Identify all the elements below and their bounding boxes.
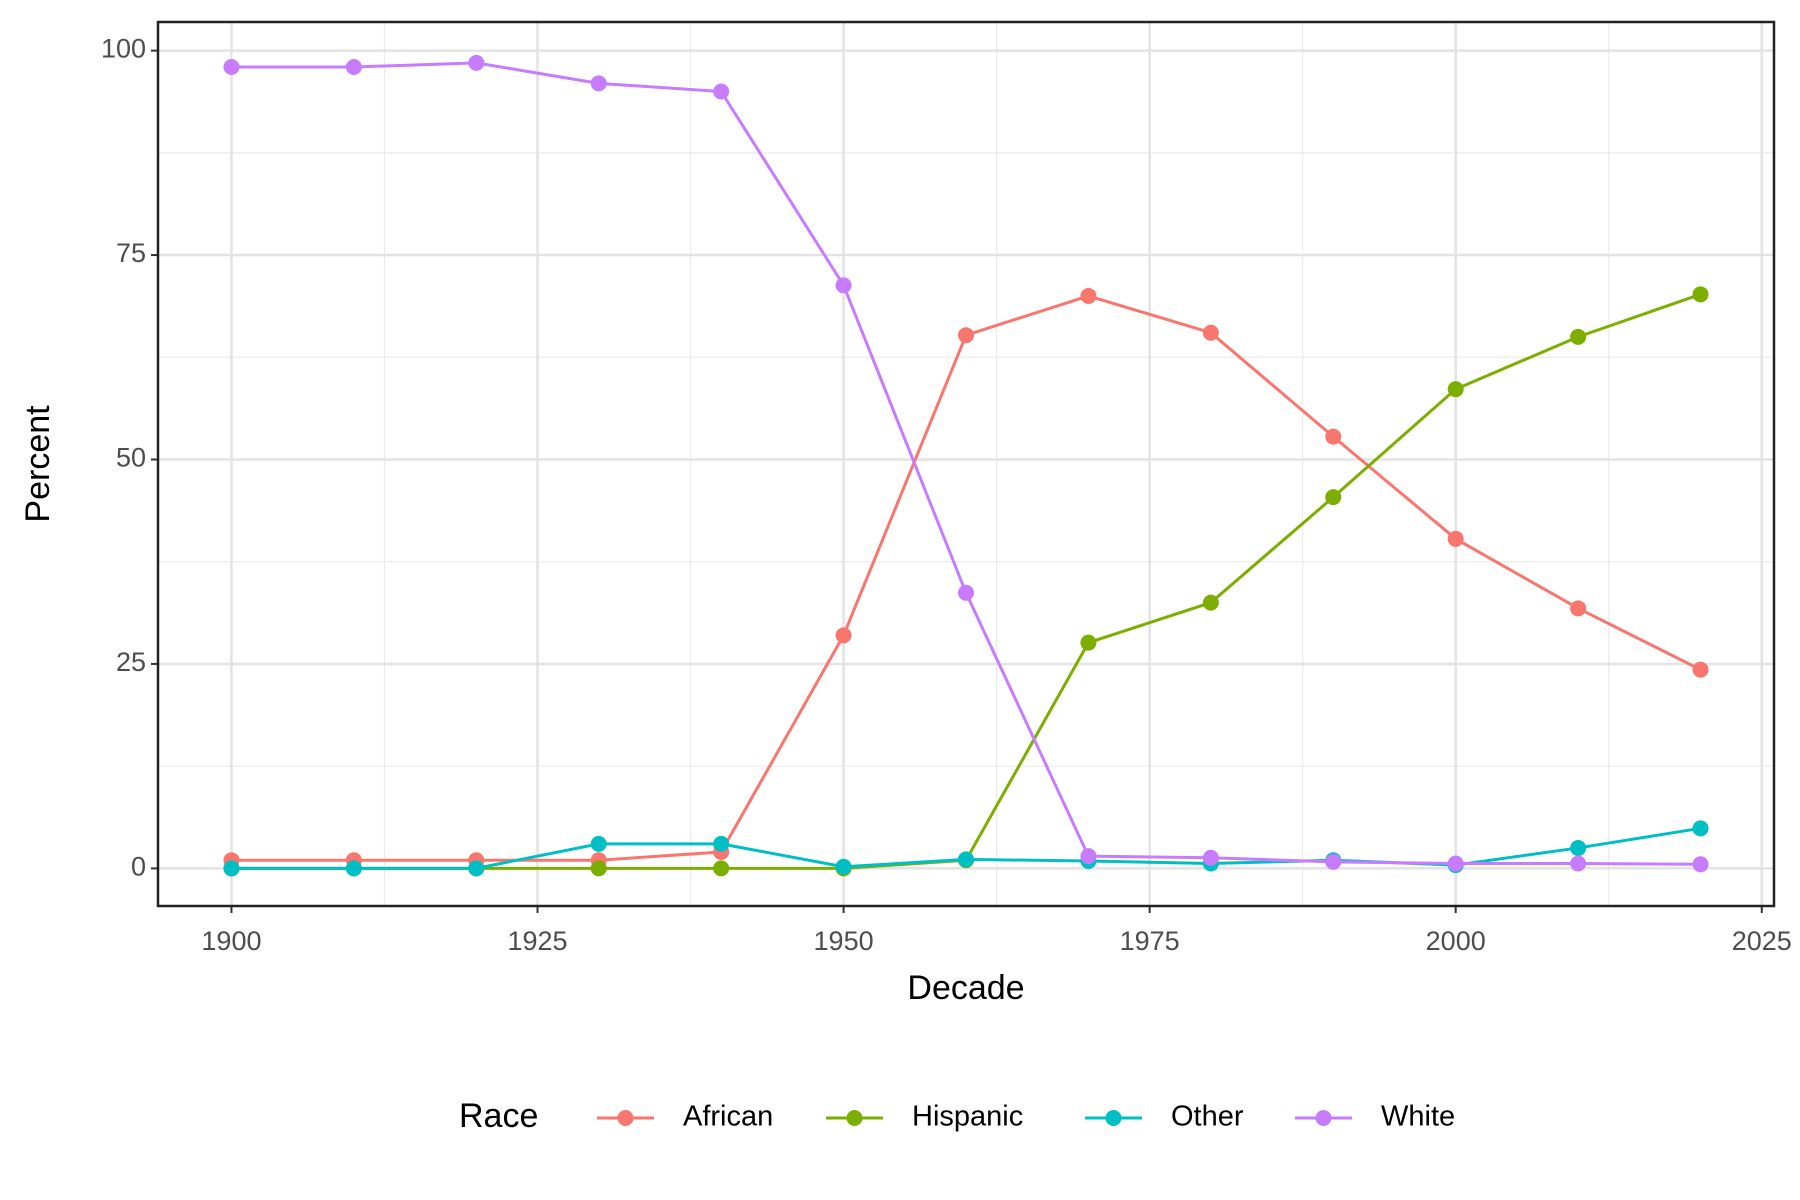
- data-point: [590, 835, 607, 852]
- data-point: [835, 627, 852, 644]
- data-point: [223, 58, 240, 75]
- data-point: [1570, 855, 1587, 872]
- data-point: [958, 851, 974, 868]
- data-point: [1447, 855, 1464, 872]
- data-point: [1325, 853, 1342, 870]
- legend-key-point: [1105, 1110, 1122, 1126]
- legend-label: African: [683, 1101, 773, 1133]
- data-point: [958, 584, 974, 601]
- legend-label: Hispanic: [912, 1101, 1023, 1133]
- data-point: [1447, 530, 1464, 547]
- data-point: [1692, 661, 1709, 678]
- data-point: [713, 860, 730, 877]
- plot-border: [156, 20, 1776, 908]
- data-point: [1570, 328, 1587, 345]
- x-tick-label: 1900: [201, 926, 261, 956]
- data-point: [1325, 428, 1342, 445]
- data-point: [1202, 324, 1219, 341]
- legend-title: Race: [459, 1097, 538, 1135]
- y-tick-label: 0: [131, 852, 146, 882]
- y-axis-title: Percent: [19, 405, 57, 523]
- x-tick-label: 2000: [1426, 926, 1486, 956]
- x-tick-label: 1925: [507, 926, 567, 956]
- data-point: [713, 835, 730, 852]
- x-tick-label: 1950: [814, 926, 874, 956]
- data-point: [1692, 856, 1709, 873]
- data-point: [1570, 600, 1587, 617]
- data-point: [1325, 489, 1342, 506]
- data-point: [1692, 286, 1709, 303]
- data-point: [1080, 848, 1097, 865]
- data-point: [223, 860, 240, 877]
- data-point: [1570, 839, 1587, 856]
- x-tick-label: 1975: [1120, 926, 1180, 956]
- data-point: [1692, 820, 1709, 837]
- data-point: [835, 858, 852, 875]
- x-axis-title: Decade: [907, 969, 1024, 1007]
- data-point: [468, 54, 485, 71]
- y-tick-label: 25: [116, 647, 146, 677]
- x-tick-label: 2025: [1732, 926, 1792, 956]
- data-point: [590, 860, 607, 877]
- legend-key-point: [617, 1110, 634, 1126]
- data-point: [958, 327, 974, 344]
- data-point: [1080, 634, 1097, 651]
- data-point: [590, 75, 607, 92]
- y-tick-label: 75: [116, 238, 146, 268]
- data-point: [468, 860, 485, 877]
- series-line: [231, 61, 1701, 866]
- data-point: [345, 58, 362, 75]
- series-line: [231, 292, 1702, 870]
- legend-key-point: [1315, 1110, 1332, 1126]
- legend-label: Other: [1171, 1101, 1244, 1133]
- y-tick-label: 100: [101, 34, 146, 64]
- y-tick-label: 50: [116, 443, 146, 473]
- data-point: [345, 860, 362, 877]
- data-point: [713, 83, 730, 100]
- data-point: [1447, 381, 1464, 398]
- data-point: [1202, 849, 1219, 866]
- legend-key-point: [846, 1110, 863, 1126]
- series-line: [231, 294, 1702, 862]
- data-point: [1202, 594, 1219, 611]
- data-point: [1080, 287, 1097, 304]
- legend-label: White: [1381, 1101, 1455, 1133]
- data-point: [835, 277, 852, 294]
